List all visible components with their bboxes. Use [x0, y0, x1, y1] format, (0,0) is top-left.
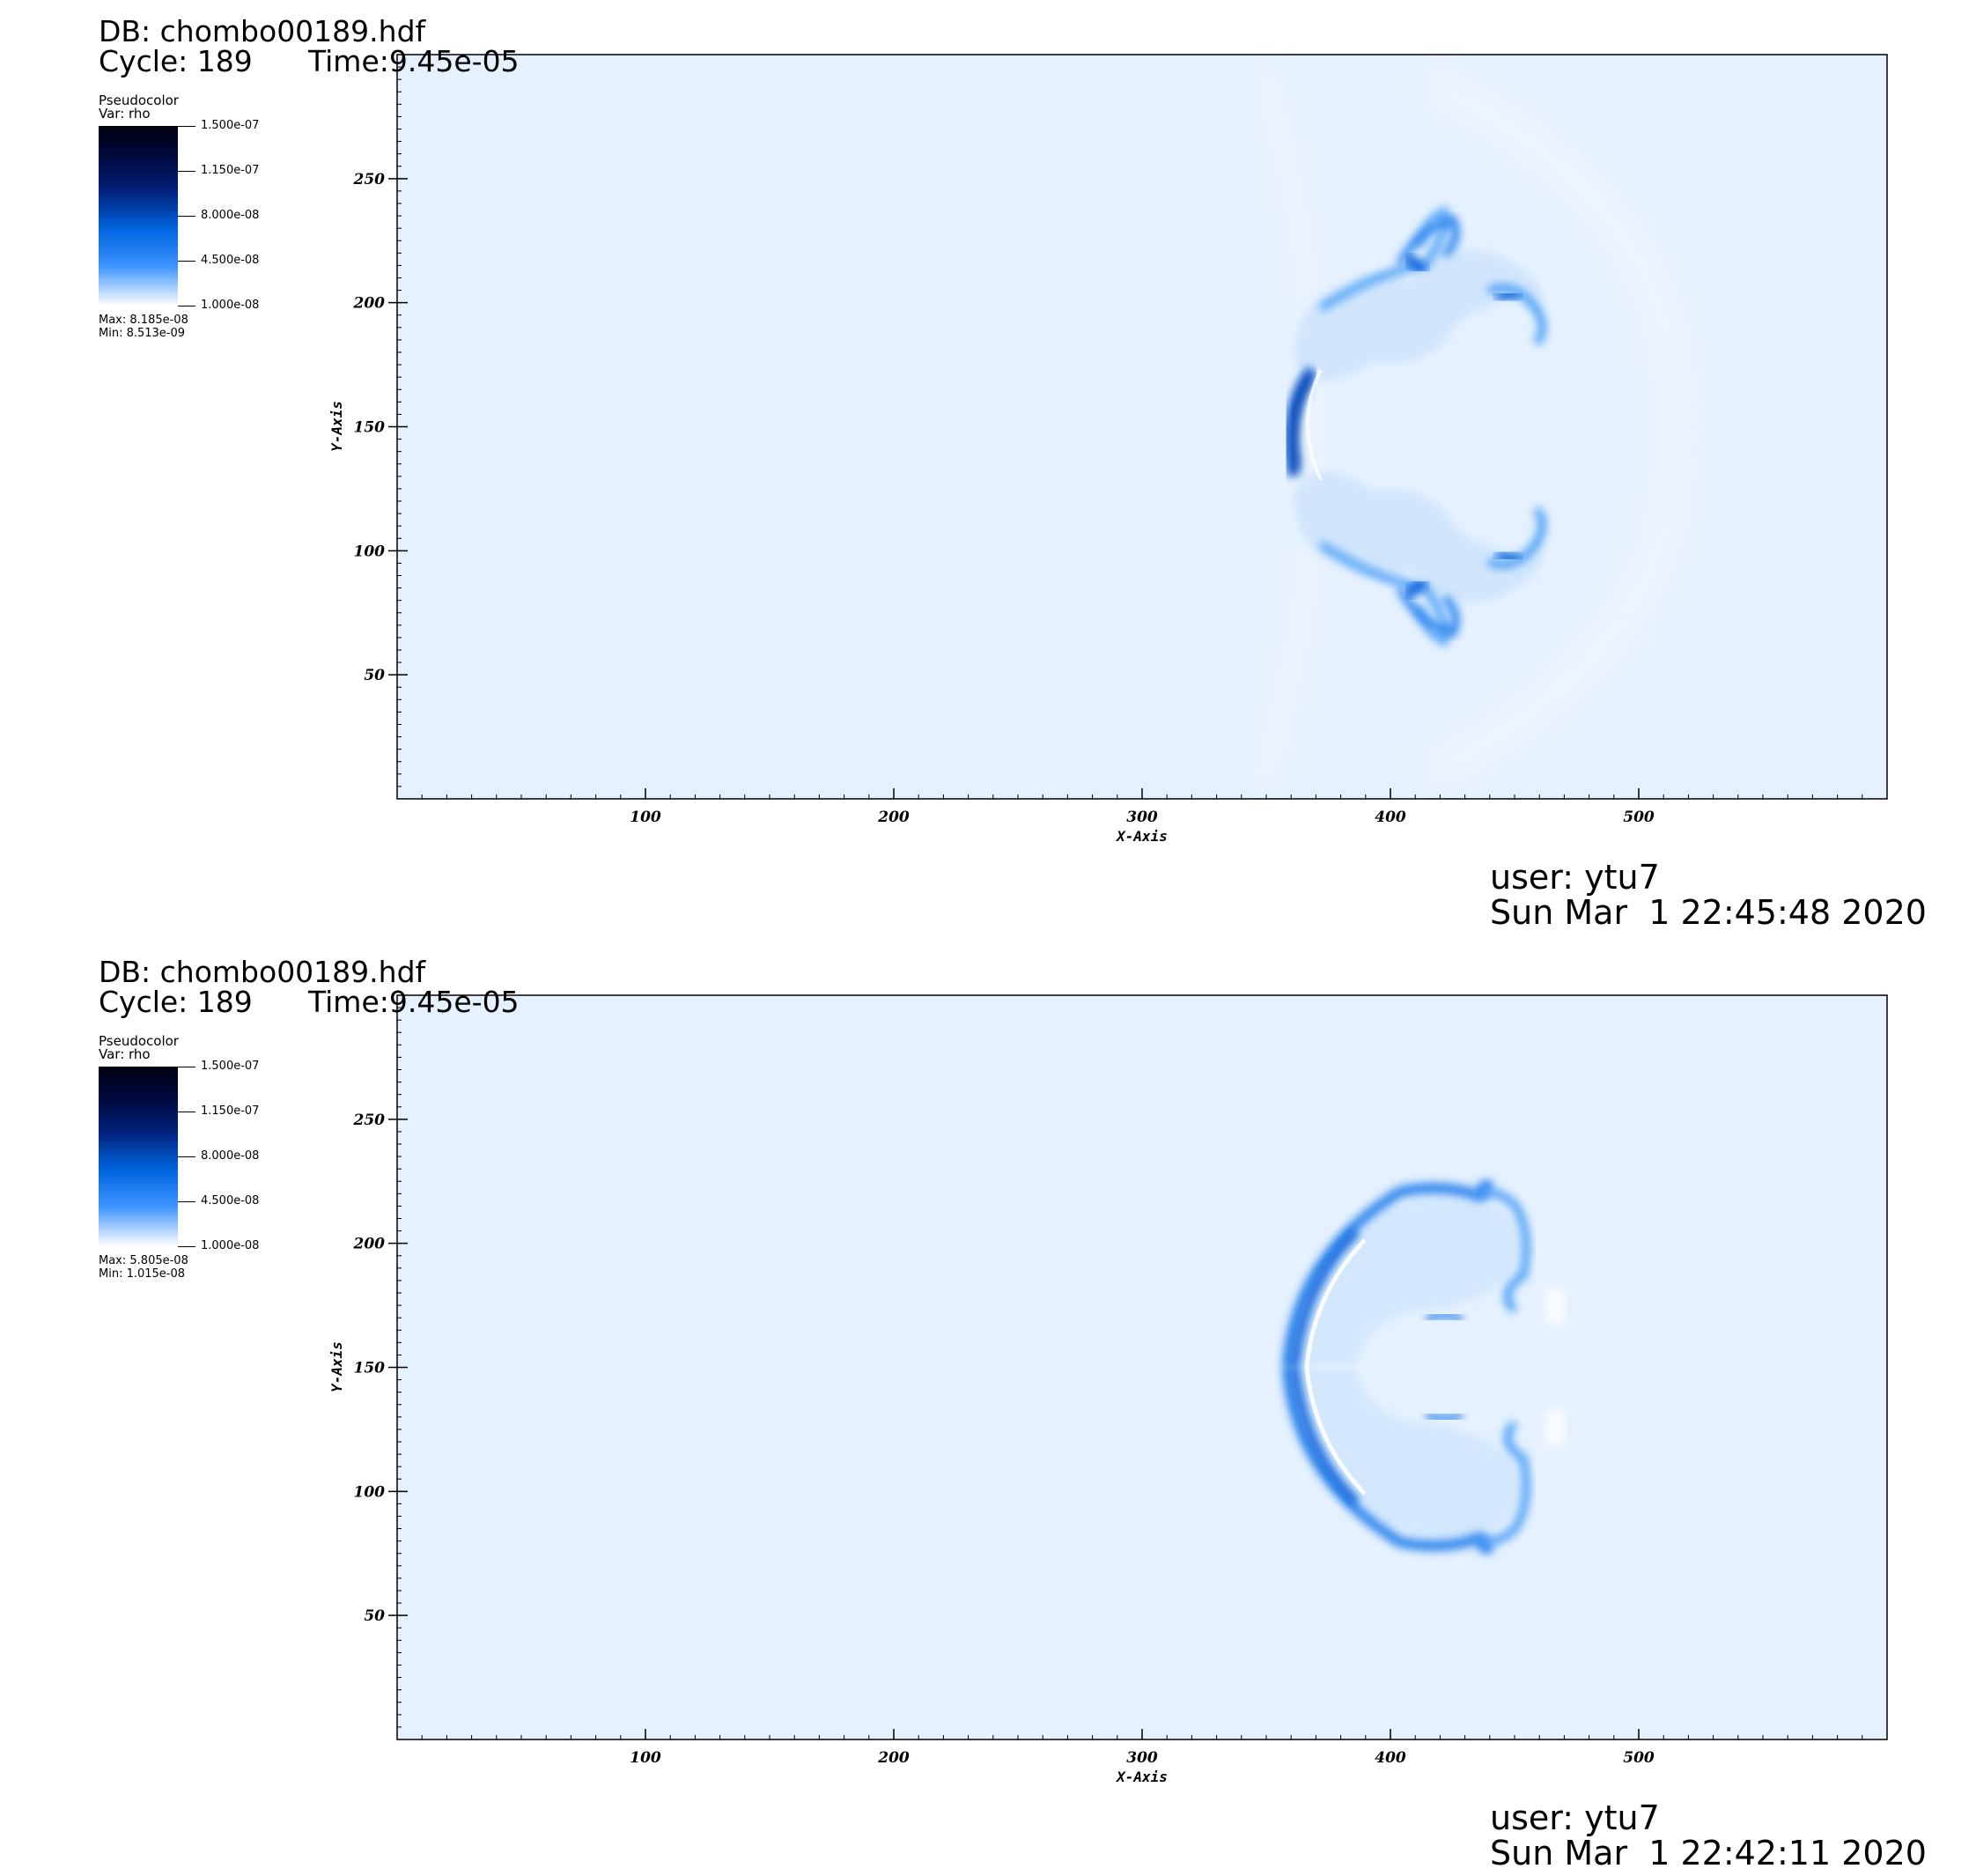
legend-tick-label: 1.000e-08: [201, 299, 260, 312]
y-tick-label: 250: [353, 1112, 386, 1129]
density-structure: [1282, 1179, 1564, 1555]
date-label: Sun Mar 1 22:42:11 2020: [1490, 1834, 1927, 1872]
y-axis: 50 100 150 200 250: [353, 1007, 408, 1728]
legend-var-label: Var: rho: [99, 106, 151, 122]
x-tick-label: 500: [1623, 809, 1655, 826]
x-tick-label: 400: [1375, 809, 1406, 826]
y-axis-title: Y-Axis: [328, 401, 345, 452]
y-axis-title: Y-Axis: [328, 1341, 345, 1392]
legend-tick-label: 1.150e-07: [201, 164, 260, 177]
heatmap-plot: 100 200 300 400 500 50 100 150 200 250 X-Axis Y-…: [328, 994, 1888, 1785]
y-tick-label: 100: [354, 1483, 386, 1501]
legend-min-label: Min: 8.513e-09: [99, 327, 186, 340]
y-axis: 50 100 150 200 250: [353, 66, 408, 787]
cycle-label: Cycle: 189: [99, 44, 253, 78]
legend-tick-label: 8.000e-08: [201, 209, 260, 222]
y-tick-label: 250: [353, 171, 386, 188]
db-label: DB: chombo00189.hdf: [99, 14, 426, 48]
heatmap-plot: 100 200 300 400 500 50 100 150 200 250 X-Axis Y-…: [328, 54, 1888, 845]
legend-max-label: Max: 8.185e-08: [99, 314, 188, 327]
x-tick-label: 200: [877, 809, 910, 826]
x-tick-label: 500: [1623, 1749, 1655, 1767]
legend-plot-type: Pseudocolor: [99, 1033, 179, 1049]
user-label: user: ytu7: [1490, 1798, 1660, 1837]
y-tick-label: 50: [364, 667, 385, 684]
x-axis: 100 200 300 400 500: [421, 1729, 1863, 1767]
legend-tick-label: 4.500e-08: [201, 1194, 260, 1208]
x-axis-title: X-Axis: [1115, 1769, 1168, 1785]
plot-area: [397, 995, 1887, 1739]
legend-tick-label: 4.500e-08: [201, 254, 260, 267]
x-tick-label: 200: [877, 1749, 910, 1767]
y-tick-label: 200: [353, 1236, 386, 1253]
x-tick-label: 400: [1375, 1749, 1406, 1767]
plot-panel-2: DB: chombo00189.hdf Cycle: 189 Time:9.45…: [0, 941, 1976, 1876]
legend-colorbar: [99, 1067, 178, 1246]
plot-panel-1: DB: chombo00189.hdf Cycle: 189 Time:9.45…: [0, 0, 1976, 935]
legend-plot-type: Pseudocolor: [99, 92, 179, 108]
y-tick-label: 200: [353, 295, 386, 313]
y-tick-label: 150: [354, 419, 386, 437]
x-tick-label: 300: [1126, 809, 1158, 826]
date-label: Sun Mar 1 22:45:48 2020: [1490, 893, 1927, 932]
x-tick-label: 100: [630, 1749, 661, 1767]
legend-tick-label: 1.500e-07: [201, 1060, 260, 1073]
legend-max-label: Max: 5.805e-08: [99, 1254, 188, 1267]
x-tick-label: 100: [630, 809, 661, 826]
time-label: Time:9.45e-05: [308, 985, 520, 1019]
x-axis: 100 200 300 400 500: [421, 788, 1863, 826]
legend-var-label: Var: rho: [99, 1046, 151, 1062]
y-tick-label: 50: [364, 1607, 385, 1625]
x-axis-title: X-Axis: [1115, 828, 1168, 845]
legend-colorbar: [99, 126, 178, 306]
y-tick-label: 100: [354, 543, 386, 560]
y-tick-label: 150: [354, 1360, 386, 1377]
plot-area: [397, 55, 1887, 799]
x-tick-label: 300: [1126, 1749, 1158, 1767]
cycle-label: Cycle: 189: [99, 985, 253, 1019]
user-label: user: ytu7: [1490, 858, 1660, 897]
time-label: Time:9.45e-05: [308, 44, 520, 78]
legend-tick-label: 8.000e-08: [201, 1149, 260, 1163]
legend-tick-label: 1.150e-07: [201, 1104, 260, 1118]
density-structure: [1246, 57, 1692, 797]
legend-min-label: Min: 1.015e-08: [99, 1267, 186, 1281]
legend-tick-label: 1.500e-07: [201, 119, 260, 132]
db-label: DB: chombo00189.hdf: [99, 955, 426, 989]
legend-tick-label: 1.000e-08: [201, 1239, 260, 1252]
